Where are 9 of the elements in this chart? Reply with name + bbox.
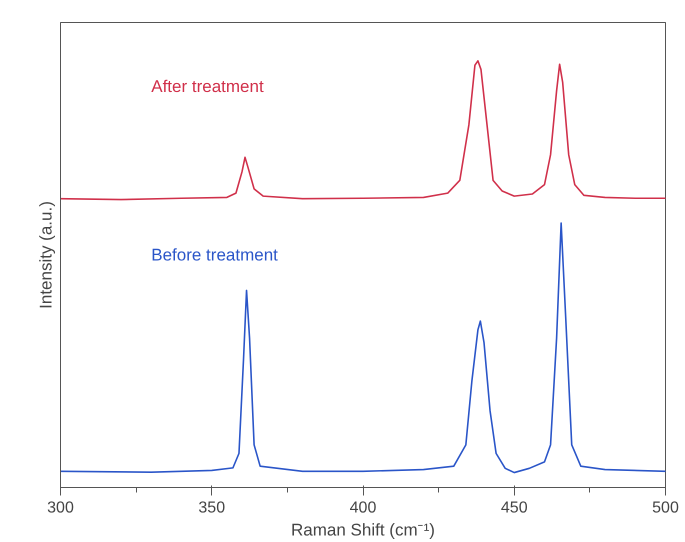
x-tick-label: 500: [652, 500, 679, 516]
text: Before treatment: [151, 246, 278, 264]
x-tick-label: 450: [500, 500, 528, 516]
y-axis-title: Intensity (a.u.): [36, 201, 56, 309]
x-tick-label: 350: [198, 500, 226, 516]
text: After treatment: [151, 76, 264, 96]
x-tick-label: 300: [47, 500, 74, 516]
x-axis-title: Raman Shift (cm⁻¹): [291, 520, 435, 540]
x-tick-label: 400: [350, 500, 376, 516]
